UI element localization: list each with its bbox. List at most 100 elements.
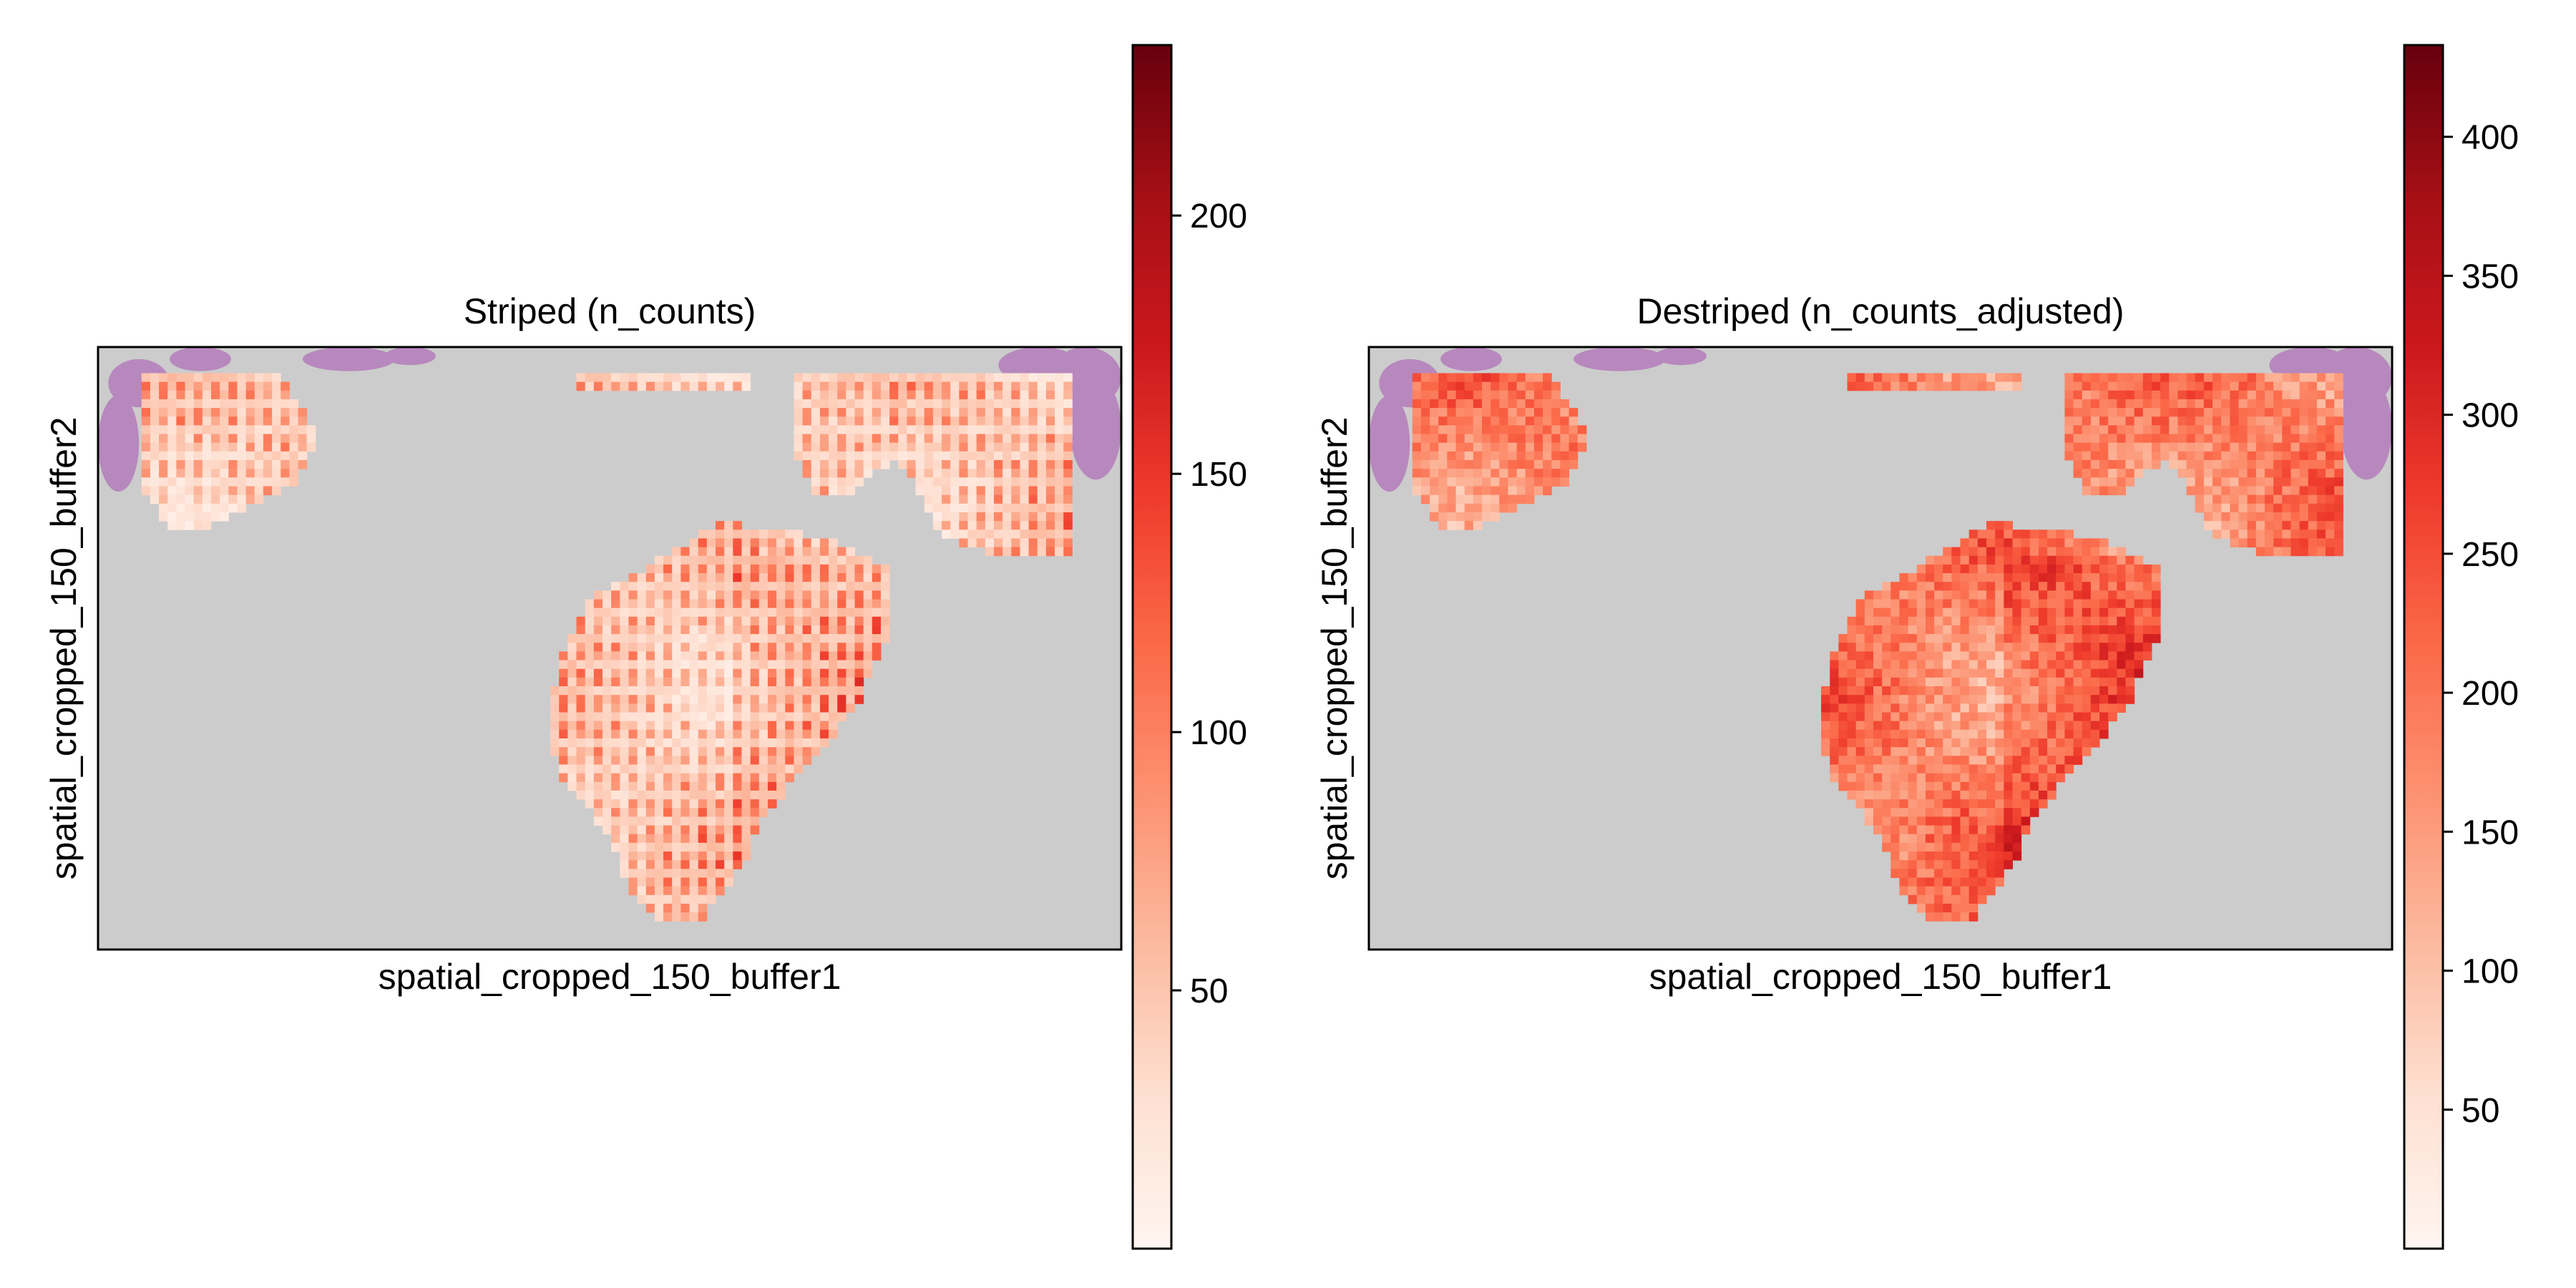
heatmap-cell — [150, 469, 160, 478]
heatmap-cell — [1499, 469, 1508, 478]
heatmap-cell — [985, 390, 995, 400]
heatmap-cell — [785, 660, 794, 670]
heatmap-cell — [2255, 434, 2265, 444]
heatmap-cell — [1508, 416, 1518, 426]
heatmap-cell — [706, 825, 716, 835]
heatmap-cell — [829, 564, 838, 574]
heatmap-cell — [602, 677, 612, 687]
heatmap-cell — [680, 634, 691, 643]
heatmap-cell — [993, 477, 1003, 487]
heatmap-cell — [829, 425, 838, 435]
heatmap-cell — [2273, 373, 2283, 383]
heatmap-cell — [872, 582, 882, 591]
heatmap-cell — [1447, 434, 1457, 444]
heatmap-cell — [785, 547, 794, 557]
heatmap-cell — [2326, 530, 2335, 539]
heatmap-cell — [150, 494, 160, 504]
heatmap-cell — [1873, 764, 1883, 774]
heatmap-cell — [1960, 773, 1970, 783]
heatmap-cell — [733, 747, 742, 756]
heatmap-cell — [202, 512, 212, 522]
heatmap-cell — [611, 634, 620, 643]
heatmap-cell — [2177, 390, 2187, 400]
heatmap-cell — [2290, 425, 2301, 435]
heatmap-cell — [2247, 416, 2257, 426]
heatmap-cell — [1925, 747, 1935, 756]
heatmap-cell — [620, 599, 629, 609]
heatmap-cell — [585, 381, 595, 391]
heatmap-cell — [663, 756, 673, 765]
heatmap-cell — [706, 608, 716, 618]
heatmap-cell — [1995, 703, 2004, 713]
heatmap-cell — [2029, 530, 2039, 539]
heatmap-cell — [2299, 512, 2309, 522]
heatmap-cell — [2090, 390, 2100, 400]
heatmap-cell — [1986, 573, 1996, 582]
heatmap-cell — [758, 747, 769, 756]
heatmap-cell — [2221, 442, 2230, 452]
heatmap-cell — [2142, 634, 2152, 643]
heatmap-cell — [854, 416, 864, 426]
heatmap-cell — [2299, 521, 2309, 530]
heatmap-cell — [1855, 695, 1865, 704]
heatmap-cell — [872, 573, 882, 582]
heatmap-cell — [559, 677, 568, 687]
heatmap-cell — [263, 460, 273, 469]
heatmap-cell — [1995, 564, 2004, 574]
heatmap-cell — [1491, 494, 1500, 504]
heatmap-cell — [2064, 625, 2074, 635]
heatmap-cell — [1002, 399, 1012, 409]
heatmap-cell — [1943, 790, 1952, 800]
heatmap-cell — [924, 399, 934, 409]
heatmap-cell — [724, 373, 733, 383]
heatmap-cell — [716, 808, 725, 817]
heatmap-cell — [758, 625, 769, 635]
heatmap-cell — [1482, 512, 1491, 522]
heatmap-cell — [802, 738, 812, 748]
heatmap-cell — [272, 425, 281, 435]
heatmap-cell — [716, 547, 725, 557]
heatmap-cell — [2177, 460, 2187, 469]
heatmap-cell — [942, 494, 951, 504]
heatmap-cell — [2299, 399, 2309, 409]
heatmap-cell — [559, 738, 568, 748]
heatmap-cell — [176, 381, 186, 391]
heatmap-cell — [2082, 625, 2092, 635]
heatmap-cell — [1499, 494, 1508, 504]
heatmap-cell — [2334, 512, 2343, 522]
heatmap-cell — [802, 616, 812, 626]
heatmap-cell — [1951, 695, 1961, 704]
heatmap-cell — [289, 442, 299, 452]
heatmap-cell — [1968, 799, 1979, 809]
heatmap-cell — [776, 660, 786, 670]
heatmap-cell — [2282, 434, 2291, 444]
heatmap-cell — [1002, 442, 1012, 452]
heatmap-cell — [672, 651, 681, 661]
heatmap-cell — [2073, 695, 2083, 704]
heatmap-cell — [2056, 721, 2065, 731]
heatmap-cell — [829, 477, 838, 487]
heatmap-cell — [2273, 451, 2283, 461]
heatmap-cell — [2021, 677, 2031, 687]
heatmap-cell — [1960, 373, 1970, 383]
heatmap-cell — [593, 599, 603, 609]
heatmap-cell — [1568, 408, 1579, 417]
heatmap-cell — [2326, 538, 2335, 548]
heatmap-cell — [1968, 738, 1979, 748]
heatmap-cell — [2203, 503, 2213, 513]
heatmap-cell — [228, 442, 238, 452]
heatmap-cell — [1037, 425, 1047, 435]
heatmap-cell — [1977, 651, 1987, 661]
heatmap-cell — [1464, 494, 1474, 504]
heatmap-cell — [1908, 842, 1918, 852]
heatmap-cell — [1847, 764, 1857, 774]
heatmap-cell — [829, 373, 838, 383]
heatmap-cell — [2073, 425, 2083, 435]
heatmap-cell — [637, 756, 647, 765]
heatmap-cell — [689, 573, 699, 582]
heatmap-cell — [846, 390, 855, 400]
heatmap-cell — [1037, 399, 1047, 409]
heatmap-cell — [733, 842, 742, 852]
heatmap-cell — [811, 408, 821, 417]
heatmap-cell — [1925, 808, 1935, 817]
